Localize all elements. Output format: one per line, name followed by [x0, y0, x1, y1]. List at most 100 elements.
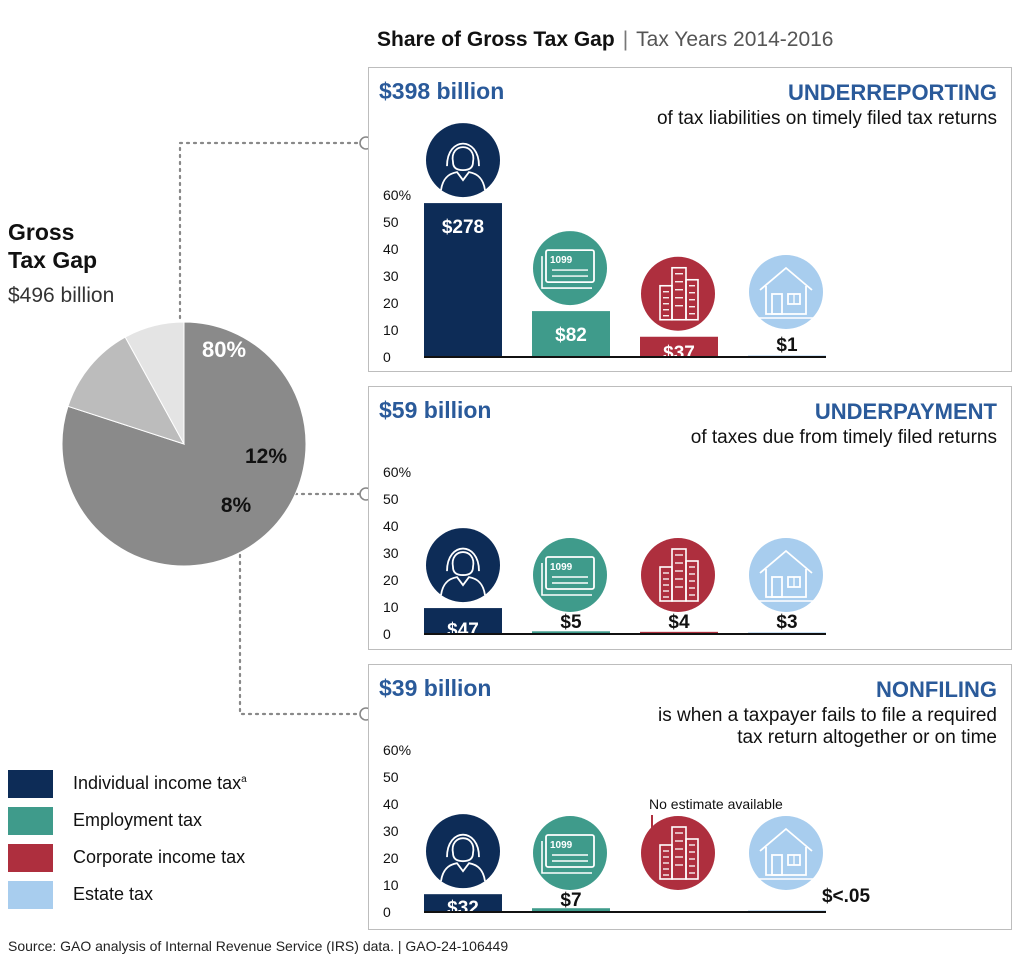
bar-value-label: $7	[560, 890, 581, 911]
title-years: Tax Years 2014-2016	[636, 28, 834, 51]
person-icon	[426, 123, 500, 198]
legend-swatch	[8, 844, 53, 872]
gross-line-2: Tax Gap	[8, 247, 98, 273]
legend-label: Employment tax	[73, 810, 203, 830]
gross-tax-gap-label: Gross Tax Gap	[8, 218, 97, 274]
y-tick-label: 50	[383, 491, 399, 507]
form-1099-icon: 1099	[533, 816, 607, 890]
no-estimate-note: No estimate available	[649, 796, 783, 812]
pie-label: 12%	[245, 445, 287, 468]
bar-value-label: $278	[442, 217, 484, 238]
bar-value-label: $37	[663, 343, 695, 364]
icon-circle	[749, 816, 823, 890]
house-icon	[749, 816, 823, 890]
legend-label: Individual income taxa	[73, 773, 247, 793]
legend-swatch	[8, 881, 53, 909]
legend-swatch	[8, 807, 53, 835]
y-tick-label: 50	[383, 769, 399, 785]
form-1099-icon: 1099	[533, 538, 607, 612]
icon-circle	[533, 538, 607, 612]
legend-swatch	[8, 770, 53, 798]
y-tick-label: 40	[383, 796, 399, 812]
legend-label: Estate tax	[73, 884, 154, 904]
panel-description: of tax liabilities on timely filed tax r…	[657, 108, 997, 130]
panel-underreporting: $398 billion UNDERREPORTING of tax liabi…	[368, 67, 1012, 372]
panel-underpayment: $59 billion UNDERPAYMENT of taxes due fr…	[368, 386, 1012, 650]
y-tick-label: 0	[383, 349, 391, 365]
y-tick-label: 0	[383, 904, 391, 920]
bar-value-label: $32	[447, 898, 479, 919]
panel-amount: $59 billion	[379, 397, 492, 423]
icon-circle	[749, 538, 823, 612]
pie-label: 80%	[202, 337, 246, 362]
y-tick-label: 20	[383, 572, 399, 588]
pie-slice-nonfiling	[124, 321, 185, 445]
bar-chart: 0 10 20 30 40 50 60% $47 1099 $5 $4 $3	[383, 464, 826, 642]
svg-text:1099: 1099	[550, 562, 573, 573]
connector-nonfiling	[238, 546, 364, 716]
y-tick-label: 10	[383, 322, 399, 338]
person-icon	[426, 528, 500, 603]
form-1099-icon: 1099	[533, 231, 607, 306]
icon-circle	[533, 231, 607, 306]
panel-description-line: of taxes due from timely filed returns	[690, 427, 997, 448]
bar	[532, 631, 610, 634]
panel-heading: UNDERREPORTING	[787, 80, 997, 105]
y-tick-label: 20	[383, 295, 399, 311]
panel-description-line: tax return altogether or on time	[737, 727, 997, 748]
icon-circle	[426, 528, 500, 603]
building-icon	[641, 256, 715, 331]
bar-value-label: $1	[776, 335, 798, 356]
y-tick-label: 20	[383, 850, 399, 866]
person-icon	[426, 814, 500, 889]
bar	[532, 908, 610, 912]
y-tick-label: 10	[383, 599, 399, 615]
connector-underreporting	[178, 141, 364, 320]
bar-value-label: $3	[776, 612, 797, 633]
y-tick-label: 50	[383, 214, 399, 230]
pie-label: 8%	[221, 494, 252, 517]
chart-title: Share of Gross Tax Gap | Tax Years 2014-20…	[377, 28, 833, 52]
panel-description-line: of tax liabilities on timely filed tax r…	[656, 108, 997, 129]
y-tick-label: 60%	[383, 464, 411, 480]
y-tick-label: 10	[383, 877, 399, 893]
y-tick-label: 40	[383, 518, 399, 534]
svg-text:1099: 1099	[550, 255, 573, 266]
bar	[424, 203, 502, 357]
pie-slice-underpayment	[67, 336, 186, 445]
y-tick-label: 30	[383, 268, 399, 284]
svg-text:1099: 1099	[550, 840, 573, 851]
bar	[424, 608, 502, 634]
title-separator: |	[622, 28, 629, 51]
icon-circle	[426, 123, 500, 198]
y-tick-label: 60%	[383, 742, 411, 758]
gross-line-1: Gross	[8, 219, 75, 245]
bar	[532, 311, 610, 357]
bar-value-label: $82	[555, 325, 587, 346]
house-icon	[749, 255, 823, 329]
gross-amount: $496 billion	[8, 284, 115, 307]
bar-value-label: $<.05	[822, 886, 871, 907]
icon-circle	[749, 255, 823, 329]
y-tick-label: 0	[383, 626, 391, 642]
y-tick-label: 30	[383, 823, 399, 839]
bar-value-label: $5	[560, 612, 582, 633]
panel-heading: NONFILING	[876, 677, 997, 702]
bar	[640, 336, 718, 357]
panel-nonfiling: $39 billion NONFILING is when a taxpayer…	[368, 664, 1012, 930]
panel-amount: $398 billion	[379, 78, 505, 104]
icon-circle	[426, 814, 500, 889]
panel-description: of taxes due from timely filed returns	[691, 427, 997, 449]
bar-value-label: $4	[668, 612, 690, 633]
icon-circle	[533, 816, 607, 890]
y-tick-label: 40	[383, 241, 399, 257]
y-tick-label: 60%	[383, 187, 411, 203]
bar-chart: 0 10 20 30 40 50 60% $32 1099 $7 $<.05 No estimate …	[383, 742, 871, 920]
source-note: Source: GAO analysis of Internal Revenue…	[8, 938, 509, 954]
building-icon	[641, 538, 715, 612]
panel-heading: UNDERPAYMENT	[814, 399, 997, 424]
legend-label: Corporate income tax	[73, 847, 246, 867]
house-icon	[749, 538, 823, 612]
panel-description: is when a taxpayer fails to file a requi…	[658, 705, 997, 749]
